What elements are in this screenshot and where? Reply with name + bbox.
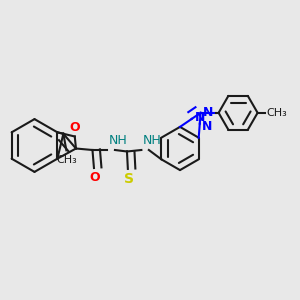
- Text: N: N: [203, 106, 213, 119]
- Text: N: N: [202, 120, 213, 133]
- Text: CH₃: CH₃: [267, 108, 287, 118]
- Text: CH₃: CH₃: [56, 155, 77, 165]
- Text: NH: NH: [109, 134, 128, 147]
- Text: O: O: [70, 121, 80, 134]
- Text: NH: NH: [142, 134, 161, 147]
- Text: N: N: [195, 111, 205, 124]
- Text: S: S: [124, 172, 134, 186]
- Text: O: O: [89, 171, 100, 184]
